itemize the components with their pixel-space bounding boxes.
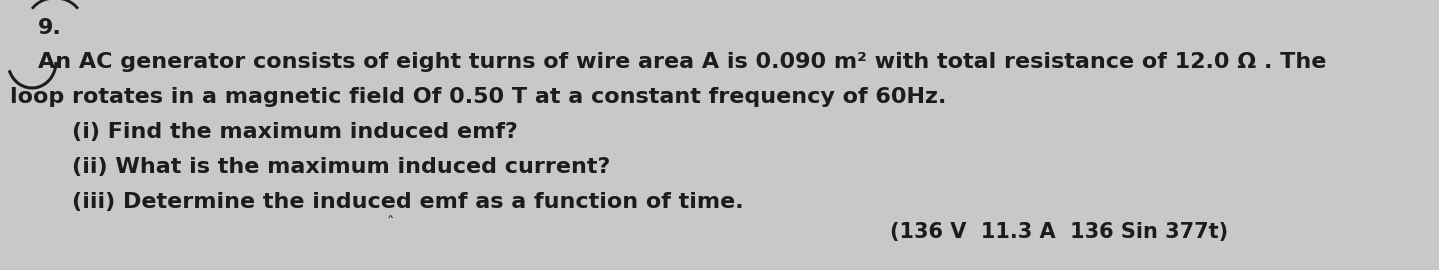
- Text: (136 V  11.3 A  136 Sin 377t): (136 V 11.3 A 136 Sin 377t): [889, 222, 1227, 242]
- Text: An AC generator consists of eight turns of wire area A is 0.090 m² with total re: An AC generator consists of eight turns …: [37, 52, 1327, 72]
- Text: 9.: 9.: [37, 18, 62, 38]
- Text: (i) Find the maximum induced emf?: (i) Find the maximum induced emf?: [10, 122, 518, 142]
- Text: (iii) Determine the induced emf as a function of time.: (iii) Determine the induced emf as a fun…: [10, 192, 744, 212]
- Text: ‸: ‸: [387, 203, 393, 218]
- Text: loop rotates in a magnetic field Of 0.50 T at a constant frequency of 60Hz.: loop rotates in a magnetic field Of 0.50…: [10, 87, 947, 107]
- Text: (ii) What is the maximum induced current?: (ii) What is the maximum induced current…: [10, 157, 610, 177]
